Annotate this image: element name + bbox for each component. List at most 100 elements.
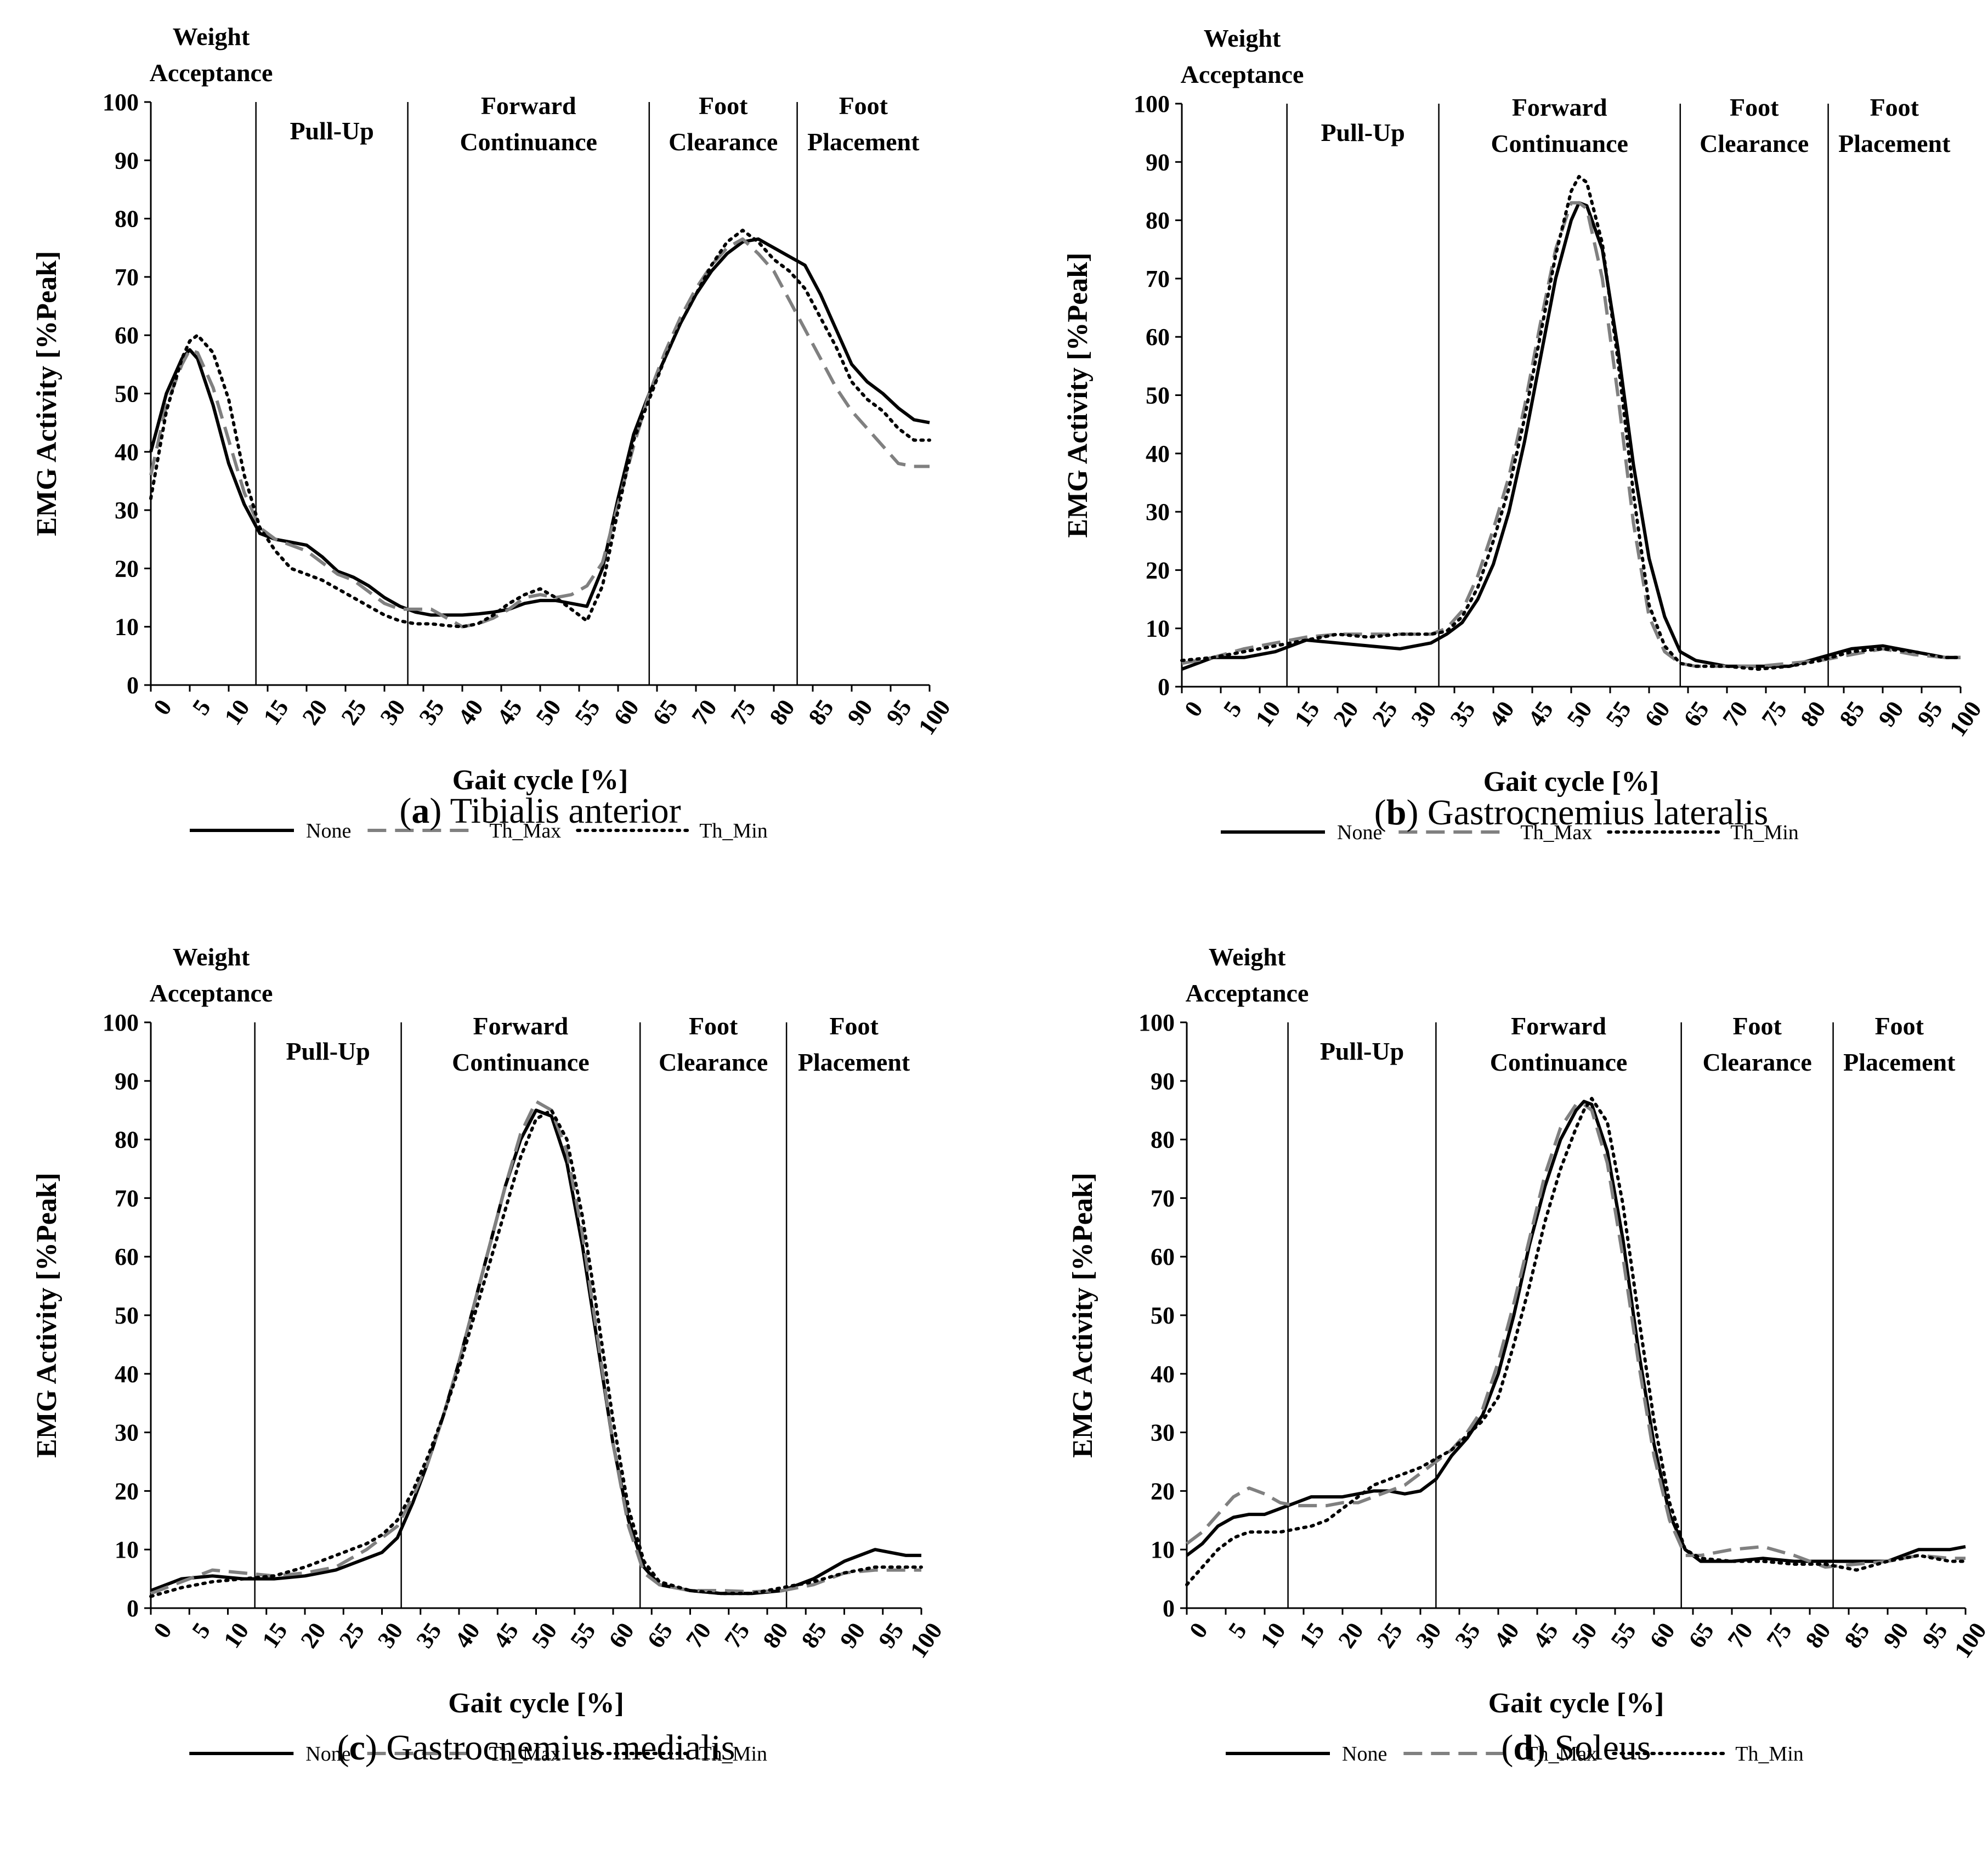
- x-tick-label: 10: [218, 1618, 254, 1653]
- series-line-none: [150, 1108, 921, 1596]
- x-tick-label: 25: [334, 1618, 370, 1653]
- x-tick-label: 100: [1949, 1618, 1988, 1663]
- y-tick-label: 10: [115, 1536, 139, 1563]
- x-tick-label: 15: [1294, 1618, 1329, 1653]
- x-tick-label: 30: [1411, 1618, 1446, 1653]
- y-axis-title: EMG Activity [%Peak]: [31, 251, 63, 536]
- y-tick-label: 60: [1151, 1243, 1175, 1270]
- phase-label: Foot Clearance: [669, 92, 778, 156]
- legend-label: Th_Max: [1525, 1742, 1597, 1766]
- phase-label: Weight Acceptance: [150, 943, 273, 1007]
- phase-label: Foot Clearance: [659, 1012, 768, 1076]
- series-line-th-min: [149, 228, 931, 629]
- y-axis-title: EMG Activity [%Peak]: [1067, 1173, 1098, 1458]
- x-tick-label: 60: [1639, 697, 1675, 732]
- x-tick-label: 65: [647, 695, 683, 730]
- legend-label: None: [306, 819, 351, 842]
- x-tick-label: 100: [905, 1618, 948, 1663]
- x-tick-label: 75: [1756, 697, 1792, 732]
- x-tick-label: 50: [526, 1618, 562, 1653]
- y-tick-label: 0: [127, 672, 139, 699]
- y-tick-label: 50: [1151, 1302, 1175, 1329]
- x-tick-label: 55: [1600, 697, 1636, 732]
- x-tick-label: 35: [414, 695, 449, 730]
- x-tick-label: 65: [1683, 1618, 1719, 1653]
- x-tick-label: 80: [1800, 1618, 1836, 1653]
- phase-label: Pull-Up: [1320, 1037, 1404, 1065]
- x-tick-label: 40: [452, 695, 488, 730]
- x-tick-label: 0: [1179, 697, 1208, 722]
- y-axis-title: EMG Activity [%Peak]: [1062, 253, 1094, 538]
- x-tick-label: 45: [1527, 1618, 1563, 1653]
- panel-caption: (d) Soleus: [1501, 1728, 1651, 1768]
- legend-label: Th_Min: [699, 1742, 767, 1766]
- phase-label: Pull-Up: [286, 1037, 370, 1065]
- y-tick-label: 10: [1151, 1536, 1175, 1563]
- series-line-th-min: [1185, 1096, 1967, 1587]
- x-tick-label: 20: [295, 1618, 331, 1653]
- series-line-th-max: [149, 237, 930, 629]
- y-tick-label: 0: [1163, 1595, 1175, 1622]
- legend: None Th_Max Th_Min: [1226, 1742, 1804, 1766]
- x-tick-label: 95: [1912, 697, 1947, 732]
- y-tick-label: 60: [1146, 324, 1170, 350]
- y-tick-label: 100: [1139, 1009, 1175, 1036]
- phase-label: Foot Placement: [798, 1012, 910, 1076]
- x-tick-label: 95: [881, 695, 916, 730]
- x-tick-label: 40: [449, 1618, 485, 1653]
- panel-caption: (c) Gastrocnemius medialis: [337, 1728, 735, 1768]
- phase-label: Foot Placement: [1843, 1012, 1956, 1076]
- legend: None Th_Max Th_Min: [1221, 821, 1799, 844]
- phase-label: Forward Continuance: [452, 1012, 589, 1076]
- x-tick-label: 50: [1561, 697, 1597, 732]
- x-tick-label: 40: [1483, 697, 1519, 732]
- x-tick-label: 70: [681, 1618, 716, 1653]
- y-tick-label: 30: [1146, 499, 1170, 525]
- y-tick-label: 50: [115, 381, 139, 408]
- panel-caption: (a) Tibialis anterior: [399, 791, 681, 831]
- y-tick-label: 60: [115, 1243, 139, 1270]
- x-axis-title: Gait cycle [%]: [1488, 1688, 1664, 1719]
- y-tick-label: 0: [127, 1595, 139, 1622]
- x-tick-label: 55: [569, 695, 605, 730]
- y-tick-label: 20: [115, 1478, 139, 1504]
- x-tick-label: 25: [1367, 697, 1402, 732]
- phase-label: Foot Placement: [1838, 93, 1951, 157]
- x-tick-label: 5: [1218, 697, 1247, 722]
- series-line-th-max: [1181, 201, 1961, 668]
- y-tick-label: 90: [115, 1068, 139, 1095]
- series-line-none: [1186, 1100, 1966, 1563]
- x-tick-label: 100: [1944, 697, 1987, 742]
- legend-label: Th_Min: [699, 819, 768, 842]
- x-tick-label: 5: [187, 695, 216, 720]
- y-tick-label: 80: [1151, 1127, 1175, 1153]
- y-tick-label: 90: [115, 147, 139, 174]
- x-tick-label: 15: [1289, 697, 1324, 732]
- x-tick-label: 75: [1761, 1618, 1797, 1653]
- series-line-th-max: [150, 1100, 921, 1596]
- y-tick-label: 70: [1146, 265, 1170, 292]
- x-axis-title: Gait cycle [%]: [1483, 766, 1660, 797]
- x-tick-label: 10: [219, 695, 254, 730]
- x-tick-label: 60: [1644, 1618, 1680, 1653]
- x-tick-label: 20: [297, 695, 332, 730]
- x-tick-label: 60: [608, 695, 644, 730]
- phase-label: Foot Clearance: [1700, 93, 1809, 157]
- legend-label: Th_Max: [1520, 821, 1592, 844]
- x-tick-label: 90: [1878, 1618, 1913, 1653]
- y-tick-label: 30: [1151, 1419, 1175, 1446]
- x-tick-label: 100: [913, 695, 956, 740]
- x-tick-label: 55: [565, 1618, 601, 1653]
- phase-label: Weight Acceptance: [1186, 943, 1309, 1007]
- x-tick-label: 90: [835, 1618, 870, 1653]
- y-tick-label: 50: [1146, 382, 1170, 409]
- x-tick-label: 20: [1333, 1618, 1368, 1653]
- y-tick-label: 70: [115, 264, 139, 291]
- y-tick-label: 80: [115, 206, 139, 233]
- x-tick-label: 30: [375, 695, 410, 730]
- x-tick-label: 85: [1839, 1618, 1874, 1653]
- x-tick-label: 75: [719, 1618, 755, 1653]
- y-tick-label: 20: [1146, 557, 1170, 584]
